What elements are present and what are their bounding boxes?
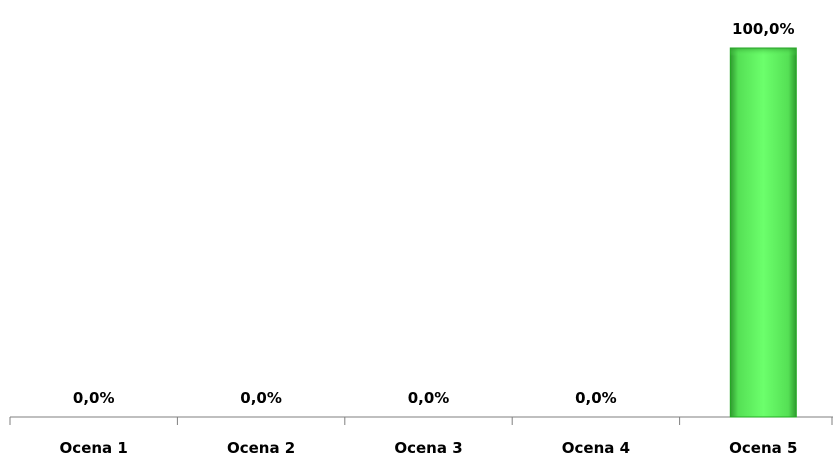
- data-label: 0,0%: [73, 389, 115, 407]
- x-tick-label: Ocena 2: [227, 439, 295, 457]
- bar-body: [729, 47, 797, 418]
- bars: [729, 47, 797, 418]
- x-tick-label: Ocena 1: [60, 439, 128, 457]
- bar: [729, 47, 797, 418]
- x-tick-label: Ocena 4: [562, 439, 630, 457]
- data-label: 0,0%: [575, 389, 617, 407]
- data-label: 100,0%: [732, 20, 794, 38]
- x-axis: [9, 416, 833, 425]
- data-label: 0,0%: [240, 389, 282, 407]
- bar-top-bevel: [730, 48, 797, 56]
- x-tick-label: Ocena 5: [729, 439, 797, 457]
- x-tick-label: Ocena 3: [394, 439, 462, 457]
- data-labels: 0,0% 0,0% 0,0% 0,0% 100,0%: [73, 20, 795, 407]
- data-label: 0,0%: [408, 389, 450, 407]
- tick-labels: Ocena 1 Ocena 2 Ocena 3 Ocena 4 Ocena 5: [60, 439, 798, 457]
